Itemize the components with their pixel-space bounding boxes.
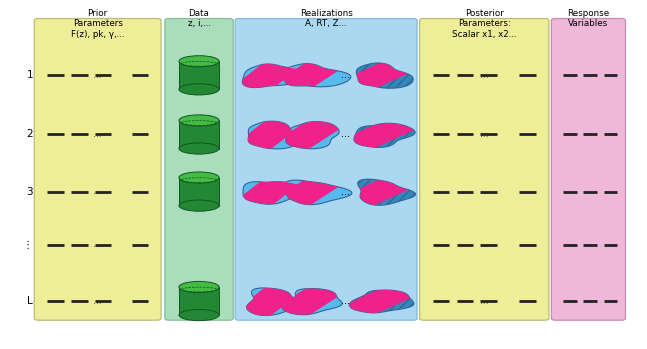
PathPatch shape [212, 96, 326, 173]
Text: ⋮: ⋮ [23, 240, 33, 250]
Bar [179, 178, 219, 206]
PathPatch shape [283, 64, 351, 87]
Ellipse shape [179, 56, 219, 67]
PathPatch shape [313, 269, 444, 333]
Text: ...: ... [480, 130, 488, 139]
PathPatch shape [313, 43, 444, 107]
FancyBboxPatch shape [551, 18, 626, 320]
Ellipse shape [179, 143, 219, 154]
PathPatch shape [313, 102, 444, 166]
Text: ...: ... [93, 297, 102, 305]
Text: ...: ... [341, 129, 350, 140]
FancyBboxPatch shape [420, 18, 549, 320]
PathPatch shape [247, 97, 370, 172]
PathPatch shape [247, 288, 303, 315]
Text: ...: ... [341, 296, 350, 306]
Text: ...: ... [341, 70, 350, 80]
Text: 2: 2 [27, 129, 33, 140]
PathPatch shape [284, 180, 352, 205]
PathPatch shape [349, 290, 414, 313]
Text: Data
z, i,...: Data z, i,... [188, 9, 210, 28]
PathPatch shape [285, 121, 339, 149]
Ellipse shape [179, 310, 219, 321]
Ellipse shape [179, 115, 219, 126]
PathPatch shape [212, 262, 326, 340]
Text: Realizations
A, RT, Z...: Realizations A, RT, Z... [300, 9, 353, 28]
Text: ...: ... [93, 240, 102, 249]
PathPatch shape [313, 159, 444, 224]
PathPatch shape [247, 38, 370, 113]
Text: ...: ... [93, 187, 102, 196]
Text: ...: ... [480, 187, 488, 196]
PathPatch shape [248, 121, 297, 149]
Text: ...: ... [93, 130, 102, 139]
PathPatch shape [212, 36, 326, 114]
Ellipse shape [179, 172, 219, 183]
Text: ...: ... [480, 240, 488, 249]
FancyBboxPatch shape [165, 18, 233, 320]
Text: ...: ... [93, 71, 102, 80]
Text: Posterior
Parameters:
Scalar x1, x2...: Posterior Parameters: Scalar x1, x2... [452, 9, 516, 39]
PathPatch shape [358, 179, 415, 205]
PathPatch shape [281, 289, 342, 315]
Ellipse shape [179, 281, 219, 292]
Ellipse shape [179, 200, 219, 211]
Text: ...: ... [480, 71, 488, 80]
FancyBboxPatch shape [235, 18, 417, 320]
Text: ...: ... [480, 297, 488, 305]
PathPatch shape [247, 154, 370, 229]
Text: 1: 1 [27, 70, 33, 80]
PathPatch shape [247, 263, 370, 339]
Text: Response
Variables: Response Variables [567, 9, 609, 28]
PathPatch shape [243, 64, 313, 88]
FancyBboxPatch shape [34, 18, 161, 320]
PathPatch shape [354, 123, 415, 148]
Bar [179, 61, 219, 89]
Bar [179, 120, 219, 149]
Ellipse shape [179, 84, 219, 95]
Text: Prior
Parameters
F(z), pk, γ,...: Prior Parameters F(z), pk, γ,... [71, 9, 124, 39]
Bar [179, 287, 219, 315]
Text: ...: ... [341, 187, 350, 196]
PathPatch shape [356, 63, 413, 88]
Text: 3: 3 [27, 187, 33, 196]
Text: L: L [27, 296, 33, 306]
PathPatch shape [243, 182, 312, 204]
PathPatch shape [212, 153, 326, 231]
